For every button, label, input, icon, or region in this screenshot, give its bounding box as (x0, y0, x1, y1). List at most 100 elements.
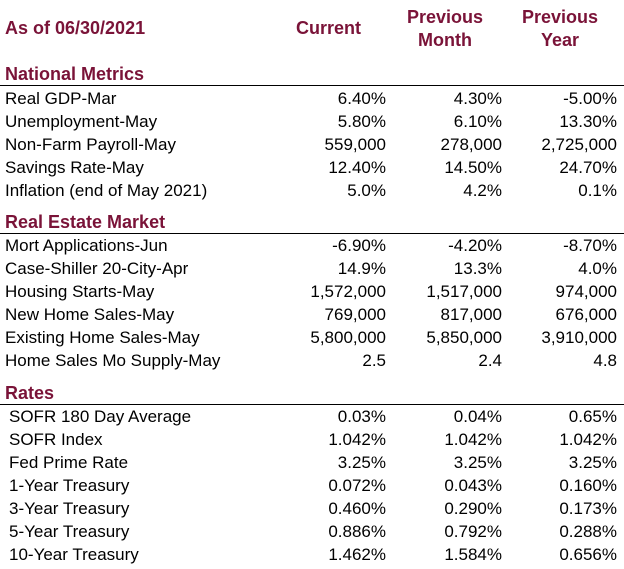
column-header-previous-month-line2: Month (418, 30, 472, 50)
table-row: Unemployment-May 5.80% 6.10% 13.30% (0, 110, 624, 133)
table-row: Inflation (end of May 2021) 5.0% 4.2% 0.… (0, 179, 624, 202)
cell-current: 0.03% (337, 407, 386, 426)
section-title-rates: Rates (5, 383, 55, 403)
cell-previous-month: 0.043% (444, 476, 502, 495)
table-row: 1-Year Treasury 0.072% 0.043% 0.160% (0, 474, 624, 497)
row-label: 3-Year Treasury (9, 499, 130, 518)
row-label: Savings Rate-May (5, 158, 144, 177)
cell-current: 12.40% (328, 158, 386, 177)
cell-previous-year: 676,000 (555, 305, 617, 324)
table-row: 10-Year Treasury 1.462% 1.584% 0.656% (0, 543, 624, 566)
row-label: Case-Shiller 20-City-Apr (5, 259, 189, 278)
cell-previous-year: 0.656% (559, 545, 617, 564)
table-row: SOFR 180 Day Average 0.03% 0.04% 0.65% (0, 405, 624, 428)
row-label: Existing Home Sales-May (5, 328, 200, 347)
cell-previous-year: 0.65% (568, 407, 617, 426)
cell-previous-year: -5.00% (563, 89, 617, 108)
as-of-date: As of 06/30/2021 (5, 18, 146, 38)
table-row: Savings Rate-May 12.40% 14.50% 24.70% (0, 156, 624, 179)
cell-previous-month: -4.20% (448, 236, 502, 255)
cell-previous-year: 3,910,000 (541, 328, 617, 347)
cell-previous-month: 3.25% (453, 453, 502, 472)
row-label: Inflation (end of May 2021) (5, 181, 208, 200)
row-label: Unemployment-May (5, 112, 158, 131)
cell-previous-year: 1.042% (559, 430, 617, 449)
cell-previous-month: 14.50% (444, 158, 502, 177)
table-row: Housing Starts-May 1,572,000 1,517,000 9… (0, 280, 624, 303)
cell-previous-month: 4.2% (463, 181, 502, 200)
cell-current: 1.462% (328, 545, 386, 564)
table-row: 5-Year Treasury 0.886% 0.792% 0.288% (0, 520, 624, 543)
table-row: Mort Applications-Jun -6.90% -4.20% -8.7… (0, 234, 624, 257)
column-header-current: Current (296, 18, 362, 38)
row-label: Housing Starts-May (5, 282, 155, 301)
row-label: 5-Year Treasury (9, 522, 130, 541)
row-label: New Home Sales-May (5, 305, 175, 324)
cell-previous-month: 13.3% (453, 259, 502, 278)
cell-previous-month: 4.30% (453, 89, 502, 108)
cell-previous-month: 1.042% (444, 430, 502, 449)
table-row: Real GDP-Mar 6.40% 4.30% -5.00% (0, 87, 624, 110)
row-label: Non-Farm Payroll-May (5, 135, 176, 154)
cell-current: 0.460% (328, 499, 386, 518)
cell-current: 559,000 (324, 135, 386, 154)
cell-previous-year: 0.1% (578, 181, 617, 200)
section-title-real-estate-market: Real Estate Market (5, 212, 166, 232)
cell-current: 14.9% (337, 259, 386, 278)
cell-previous-month: 1.584% (444, 545, 502, 564)
cell-previous-month: 0.792% (444, 522, 502, 541)
cell-previous-year: 4.0% (578, 259, 617, 278)
column-header-previous-month: Previous Month (390, 6, 500, 52)
cell-current: 1,572,000 (310, 282, 386, 301)
cell-current: 6.40% (337, 89, 386, 108)
column-header-previous-year: Previous Year (505, 6, 615, 52)
cell-previous-year: 24.70% (559, 158, 617, 177)
row-label: Home Sales Mo Supply-May (5, 351, 221, 370)
cell-current: 1.042% (328, 430, 386, 449)
cell-previous-year: -8.70% (563, 236, 617, 255)
cell-previous-year: 13.30% (559, 112, 617, 131)
row-label: SOFR 180 Day Average (9, 407, 192, 426)
cell-current: 0.072% (328, 476, 386, 495)
column-header-previous-month-line1: Previous (406, 7, 484, 27)
cell-previous-month: 2.4 (478, 351, 502, 370)
table-row: Existing Home Sales-May 5,800,000 5,850,… (0, 326, 624, 349)
row-label: Fed Prime Rate (9, 453, 129, 472)
cell-previous-month: 1,517,000 (426, 282, 502, 301)
row-label: 1-Year Treasury (9, 476, 130, 495)
cell-previous-year: 4.8 (593, 351, 617, 370)
cell-current: 5.0% (347, 181, 386, 200)
cell-current: 0.886% (328, 522, 386, 541)
table-row: Home Sales Mo Supply-May 2.5 2.4 4.8 (0, 349, 624, 372)
row-label: 10-Year Treasury (9, 545, 139, 564)
cell-previous-year: 0.288% (559, 522, 617, 541)
row-label: SOFR Index (9, 430, 103, 449)
table-row: Fed Prime Rate 3.25% 3.25% 3.25% (0, 451, 624, 474)
cell-previous-month: 0.290% (444, 499, 502, 518)
cell-previous-month: 5,850,000 (426, 328, 502, 347)
cell-previous-year: 0.173% (559, 499, 617, 518)
cell-previous-month: 278,000 (440, 135, 502, 154)
cell-current: 3.25% (337, 453, 386, 472)
cell-current: 5,800,000 (310, 328, 386, 347)
cell-current: 2.5 (362, 351, 386, 370)
cell-current: 769,000 (324, 305, 386, 324)
section-divider (0, 404, 624, 405)
table-row: Case-Shiller 20-City-Apr 14.9% 13.3% 4.0… (0, 257, 624, 280)
cell-previous-month: 0.04% (453, 407, 502, 426)
table-row: Non-Farm Payroll-May 559,000 278,000 2,7… (0, 133, 624, 156)
cell-previous-year: 3.25% (568, 453, 617, 472)
section-title-national-metrics: National Metrics (5, 64, 145, 84)
table-header: As of 06/30/2021 Current Previous Month … (0, 0, 624, 58)
cell-previous-month: 6.10% (453, 112, 502, 131)
cell-current: -6.90% (332, 236, 386, 255)
section-divider (0, 233, 624, 234)
cell-previous-month: 817,000 (440, 305, 502, 324)
row-label: Real GDP-Mar (5, 89, 117, 108)
cell-previous-year: 0.160% (559, 476, 617, 495)
cell-previous-year: 974,000 (555, 282, 617, 301)
row-label: Mort Applications-Jun (5, 236, 168, 255)
cell-previous-year: 2,725,000 (541, 135, 617, 154)
column-header-previous-year-line2: Year (540, 30, 580, 50)
